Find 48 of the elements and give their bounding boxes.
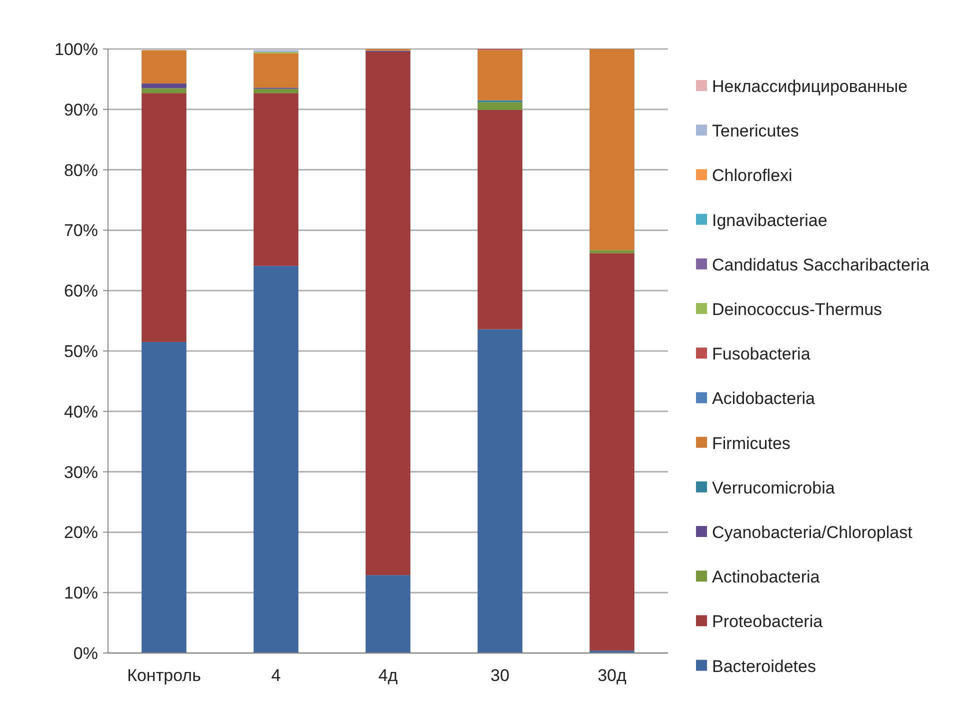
bar xyxy=(590,250,634,254)
legend-label: Bacteroidetes xyxy=(712,656,816,676)
y-tick-label: 50% xyxy=(64,342,98,361)
x-tick-label: 30д xyxy=(598,666,626,685)
bar xyxy=(254,93,298,266)
bar xyxy=(590,49,634,250)
legend-label: Chloroflexi xyxy=(712,166,792,186)
y-tick-label: 70% xyxy=(64,221,98,240)
bar xyxy=(254,53,298,88)
y-tick-label: 30% xyxy=(64,462,98,482)
bar xyxy=(254,88,298,94)
legend-label: Firmicutes xyxy=(712,434,790,453)
y-tick-label: 20% xyxy=(64,523,98,542)
bar xyxy=(478,329,522,653)
x-tick-label: 4 xyxy=(271,666,281,685)
legend-label: Deinococcus-Thermus xyxy=(712,300,882,319)
bar xyxy=(142,342,186,653)
bar xyxy=(142,88,186,94)
x-tick-label: 30 xyxy=(490,666,510,685)
y-tick-label: 40% xyxy=(64,402,98,422)
legend-label: Acidobacteria xyxy=(712,389,816,408)
x-tick-label: Контроль xyxy=(127,666,202,685)
y-tick-label: 10% xyxy=(64,584,98,603)
y-tick-label: 80% xyxy=(64,160,98,180)
legend-label: Ignavibacteriae xyxy=(712,210,828,230)
legend-label: Candidatus Saccharibacteria xyxy=(712,255,930,274)
bar xyxy=(478,50,522,100)
legend-label: Proteobacteria xyxy=(712,612,824,632)
y-tick-label: 100% xyxy=(54,40,98,59)
x-tick-label: 4д xyxy=(378,666,398,685)
legend-label: Cyanobacteria/Chloroplast xyxy=(712,522,913,542)
bar xyxy=(254,266,298,653)
y-tick-label: 90% xyxy=(64,100,98,120)
legend-label: Verrucomicrobia xyxy=(712,478,836,498)
legend-label: Actinobacteria xyxy=(712,568,820,587)
bar xyxy=(142,93,186,342)
bar xyxy=(366,575,410,653)
legend-label: Fusobacteria xyxy=(712,344,811,364)
legend-label: Tenericutes xyxy=(712,122,799,141)
bar xyxy=(142,50,186,84)
y-tick-label: 0% xyxy=(73,644,98,663)
legend-label: Неклассифицированные xyxy=(712,76,908,96)
bar xyxy=(142,83,186,88)
bar xyxy=(590,253,634,651)
bar xyxy=(478,110,522,330)
bar xyxy=(478,102,522,110)
y-tick-label: 60% xyxy=(64,282,98,301)
bar xyxy=(366,52,410,576)
